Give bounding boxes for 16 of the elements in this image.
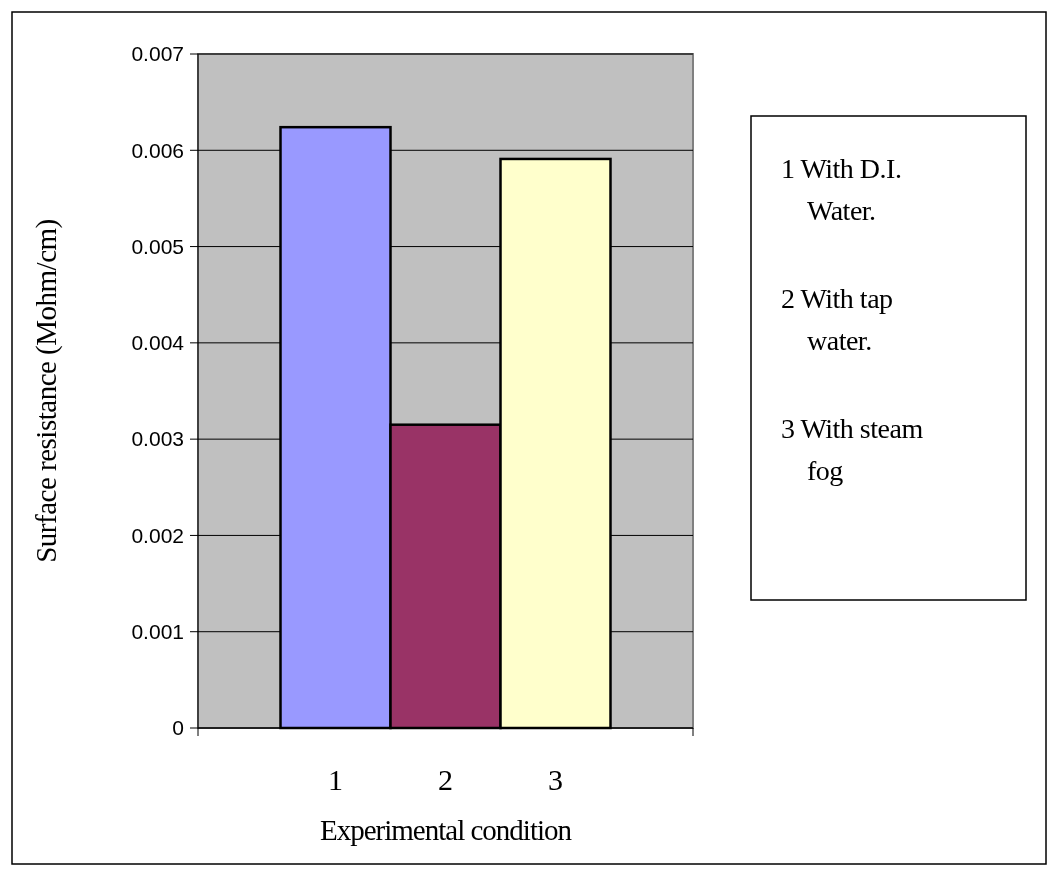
text: 2 With tap water. [781,283,893,356]
y-tick-label: 0.006 [131,138,184,162]
x-axis-title: Experimental condition [319,814,573,846]
y-tick-label: 0.001 [131,620,184,644]
y-tick-label: 0.003 [131,427,184,451]
text: 1 With D.I. Water. [781,153,902,226]
y-tick-label: 0.002 [131,523,184,547]
x-tick-label: 2 [438,763,453,796]
x-tick-label: 3 [548,763,563,796]
y-tick-label: 0.005 [131,234,184,258]
x-tick-label: 1 [328,763,343,796]
y-tick-label: 0 [172,716,184,740]
y-axis-title: Surface resistance (Mohm/cm) [30,219,63,563]
y-tick-label: 0.004 [131,331,185,355]
y-tick-label: 0.007 [131,42,184,66]
text: 3 With steam fog [781,413,924,486]
